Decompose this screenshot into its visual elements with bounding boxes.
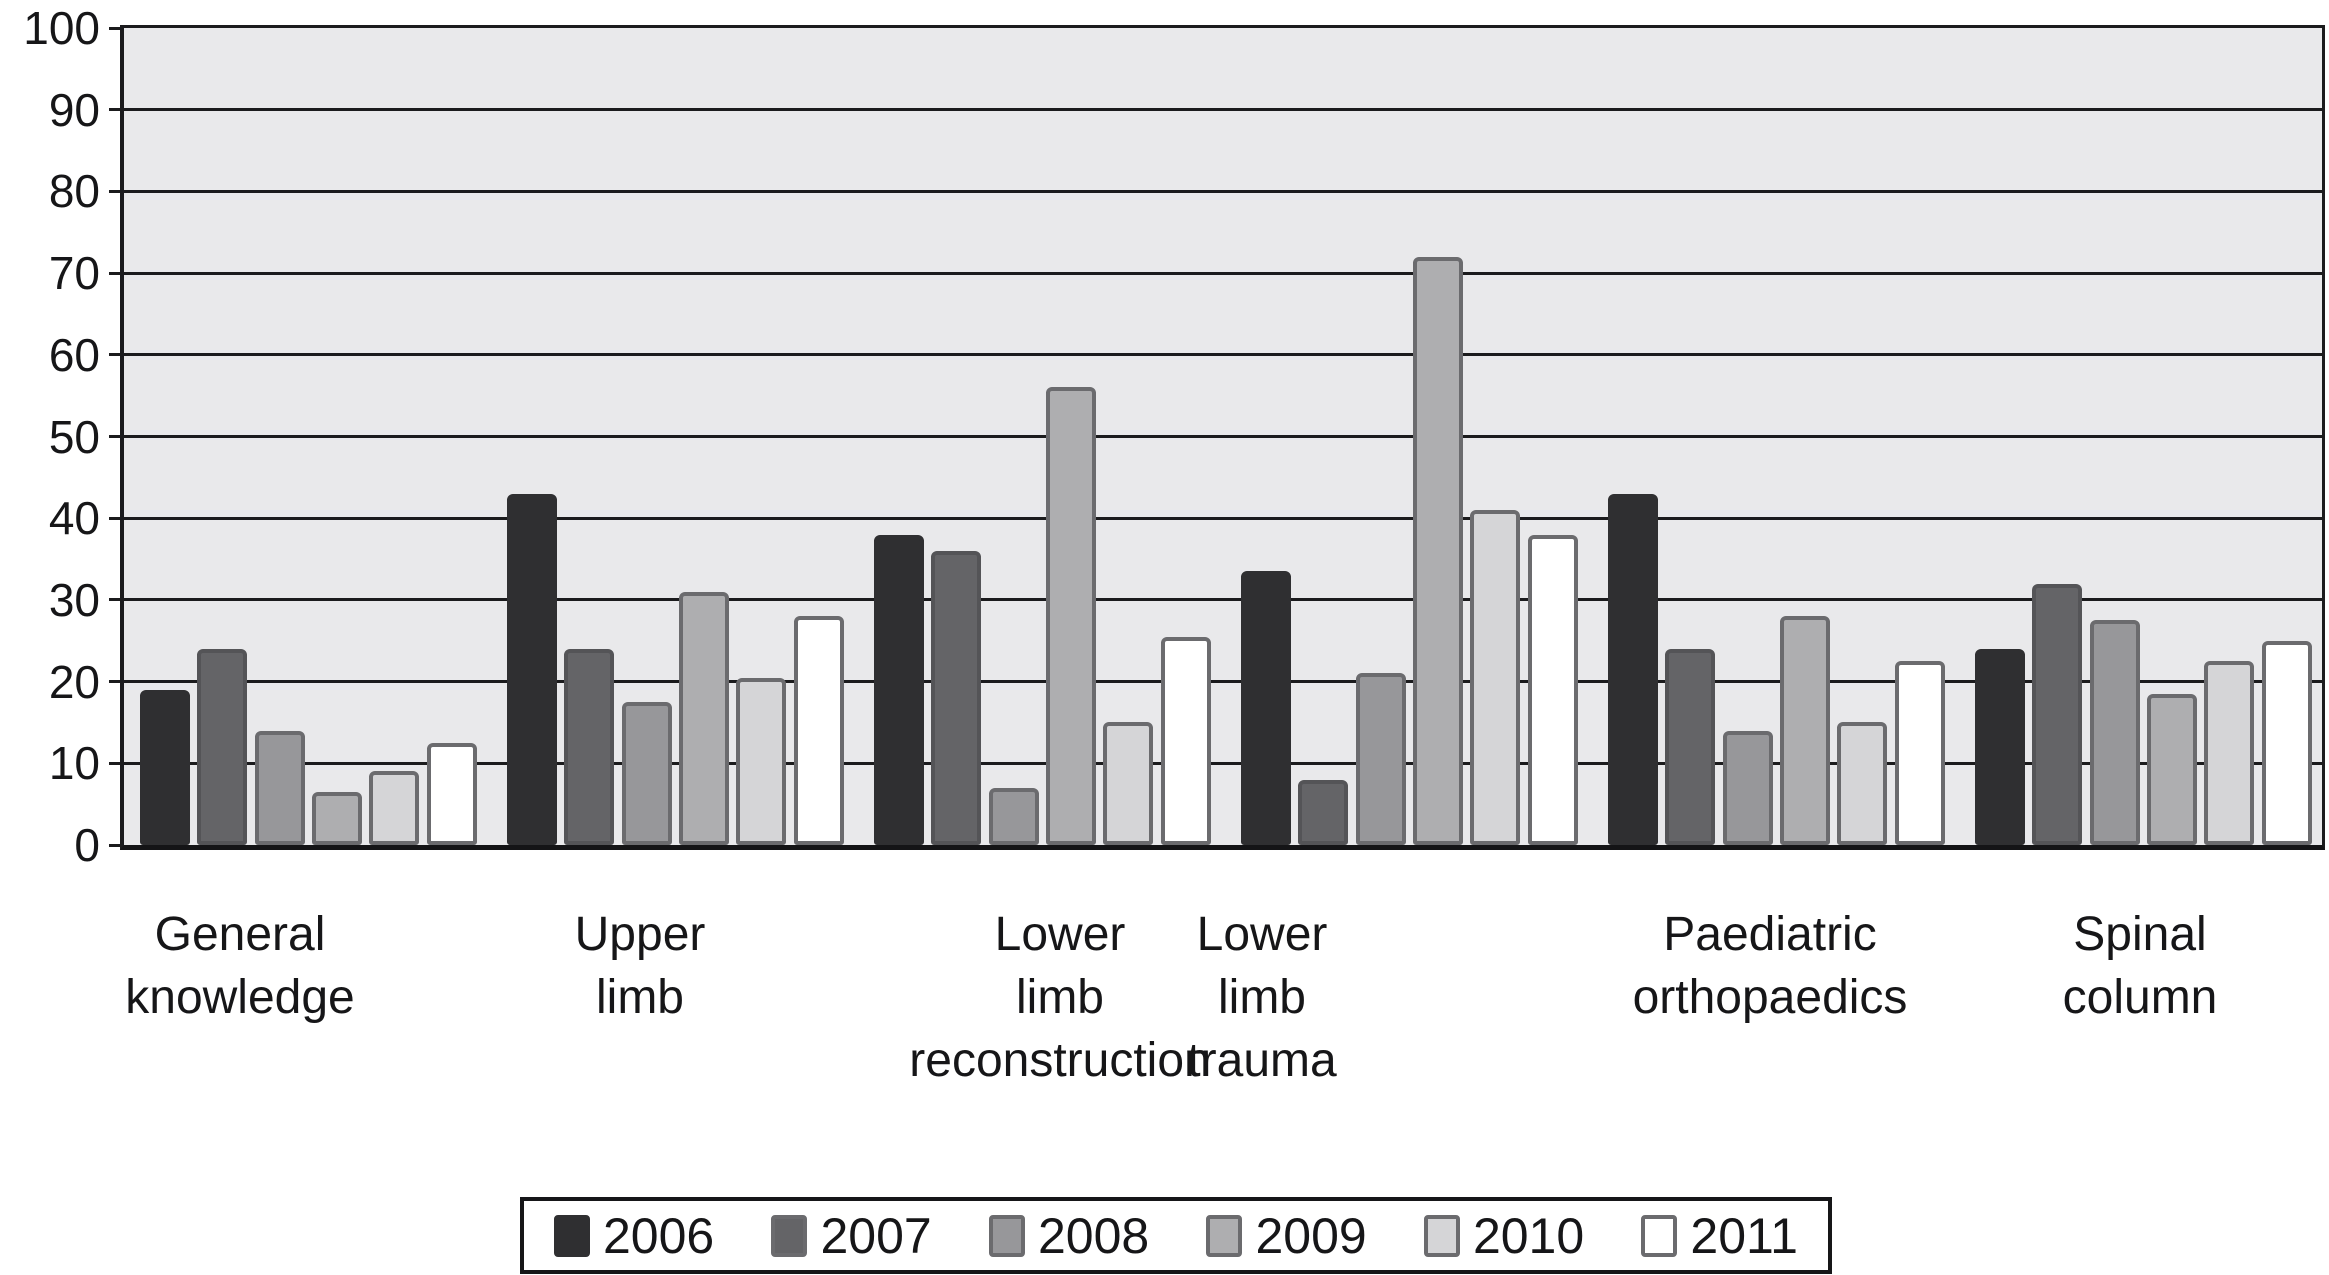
bar-2008-upper-limb — [621, 702, 672, 845]
bar-2007-paediatric-orthopaedics — [1665, 648, 1716, 845]
y-tick-20 — [109, 680, 120, 684]
gridline-20 — [124, 680, 2322, 684]
legend-item-2011: 2011 — [1641, 1211, 1798, 1261]
legend-label-2007: 2007 — [820, 1207, 932, 1264]
bar-2011-paediatric-orthopaedics — [1894, 661, 1945, 845]
gridline-90 — [124, 108, 2322, 112]
legend-item-2010: 2010 — [1423, 1207, 1585, 1264]
y-axis-label-50: 50 — [48, 410, 100, 463]
x-axis-label-paediatric-orthopaedics: Paediatric orthopaedics — [1632, 908, 1908, 1024]
y-tick-70 — [109, 271, 120, 275]
bar-2009-spinal-column — [2146, 693, 2197, 845]
y-tick-10 — [109, 761, 120, 765]
y-tick-100 — [109, 26, 120, 30]
bar-2006-lower-limb-reconstruction — [874, 534, 924, 845]
gridline-80 — [124, 189, 2322, 193]
bar-2008-lower-limb-trauma — [1355, 673, 1406, 845]
bar-2008-lower-limb-reconstruction — [988, 787, 1039, 845]
legend: 2006 2007 2008 2009 2010 2011 — [520, 1197, 1832, 1274]
bar-2011-lower-limb-trauma — [1527, 534, 1578, 845]
bar-2009-general-knowledge — [311, 791, 362, 845]
legend-label-2010: 2010 — [1472, 1207, 1585, 1264]
bar-2008-paediatric-orthopaedics — [1722, 730, 1773, 845]
y-axis-label-0: 0 — [74, 819, 100, 871]
y-axis-label-60: 60 — [48, 328, 100, 381]
y-axis-label-70: 70 — [48, 247, 100, 300]
x-axis-label-spinal-column: Spinal column — [2062, 908, 2218, 1024]
gridline-40 — [124, 516, 2322, 520]
bar-2007-general-knowledge — [197, 648, 248, 845]
y-tick-0 — [109, 843, 120, 847]
legend-swatch-icon-2006 — [554, 1214, 590, 1257]
bar-2009-upper-limb — [678, 591, 729, 845]
x-axis-label-lower-limb-trauma: Lower limb trauma — [1187, 908, 1337, 1087]
y-axis-label-90: 90 — [48, 83, 100, 136]
bar-2011-upper-limb — [793, 616, 844, 845]
y-tick-40 — [109, 516, 120, 520]
y-tick-60 — [109, 353, 120, 357]
legend-item-2009: 2009 — [1206, 1207, 1367, 1264]
y-axis-label-30: 30 — [48, 573, 100, 626]
bar-2010-spinal-column — [2204, 661, 2255, 845]
y-axis-label-20: 20 — [48, 655, 100, 708]
bar-2010-paediatric-orthopaedics — [1837, 722, 1888, 845]
legend-label-2008: 2008 — [1037, 1207, 1150, 1264]
x-axis-label-general-knowledge: General knowledge — [125, 908, 355, 1024]
x-axis-label-upper-limb: Upper limb — [574, 908, 706, 1024]
legend-item-2008: 2008 — [988, 1207, 1150, 1264]
y-axis-label-40: 40 — [48, 492, 100, 545]
bar-2006-paediatric-orthopaedics — [1608, 493, 1658, 845]
gridline-70 — [124, 271, 2322, 275]
bar-2010-lower-limb-reconstruction — [1103, 722, 1154, 845]
gridline-10 — [124, 761, 2322, 765]
bar-2007-lower-limb-reconstruction — [931, 550, 982, 845]
bar-2009-paediatric-orthopaedics — [1779, 616, 1830, 845]
y-axis-label-100: 100 — [23, 2, 100, 54]
y-tick-30 — [109, 598, 120, 602]
legend-swatch-icon-2009 — [1206, 1214, 1243, 1257]
legend-label-2009: 2009 — [1255, 1207, 1367, 1264]
x-axis-label-lower-limb-reconstruction: Lower limb reconstruction — [909, 908, 1211, 1087]
legend-item-2006: 2006 — [554, 1211, 714, 1261]
bar-2010-general-knowledge — [369, 771, 420, 845]
y-tick-50 — [109, 435, 120, 438]
legend-swatch-icon-2007 — [771, 1214, 808, 1257]
bar-2008-spinal-column — [2089, 620, 2140, 845]
legend-item-2007: 2007 — [771, 1207, 932, 1264]
y-tick-90 — [109, 108, 120, 112]
bar-2007-upper-limb — [564, 648, 615, 845]
bar-2006-spinal-column — [1975, 648, 2025, 845]
gridline-30 — [124, 598, 2322, 602]
legend-swatch-icon-2008 — [988, 1214, 1025, 1257]
bar-2009-lower-limb-reconstruction — [1045, 387, 1096, 845]
gridline-60 — [124, 353, 2322, 357]
bar-2011-spinal-column — [2261, 640, 2312, 845]
gridline-50 — [124, 435, 2322, 438]
bar-2006-general-knowledge — [140, 689, 190, 845]
bar-2011-general-knowledge — [426, 742, 477, 845]
y-axis-label-10: 10 — [48, 737, 100, 790]
bar-2007-lower-limb-trauma — [1298, 779, 1349, 845]
bar-2006-upper-limb — [507, 493, 557, 845]
bar-2007-spinal-column — [2032, 583, 2083, 845]
bar-2010-upper-limb — [736, 677, 787, 845]
bar-2011-lower-limb-reconstruction — [1160, 636, 1211, 845]
legend-swatch-icon-2010 — [1423, 1214, 1460, 1257]
y-axis-label-80: 80 — [48, 165, 100, 218]
bar-2006-lower-limb-trauma — [1241, 571, 1291, 845]
plot-area — [109, 25, 2325, 850]
legend-label-2011: 2011 — [1690, 1207, 1798, 1264]
y-tick-80 — [109, 189, 120, 193]
bar-2010-lower-limb-trauma — [1470, 510, 1521, 845]
legend-swatch-icon-2011 — [1641, 1214, 1678, 1257]
bar-2008-general-knowledge — [254, 730, 305, 845]
legend-label-2006: 2006 — [603, 1207, 715, 1264]
bar-2009-lower-limb-trauma — [1412, 256, 1463, 845]
